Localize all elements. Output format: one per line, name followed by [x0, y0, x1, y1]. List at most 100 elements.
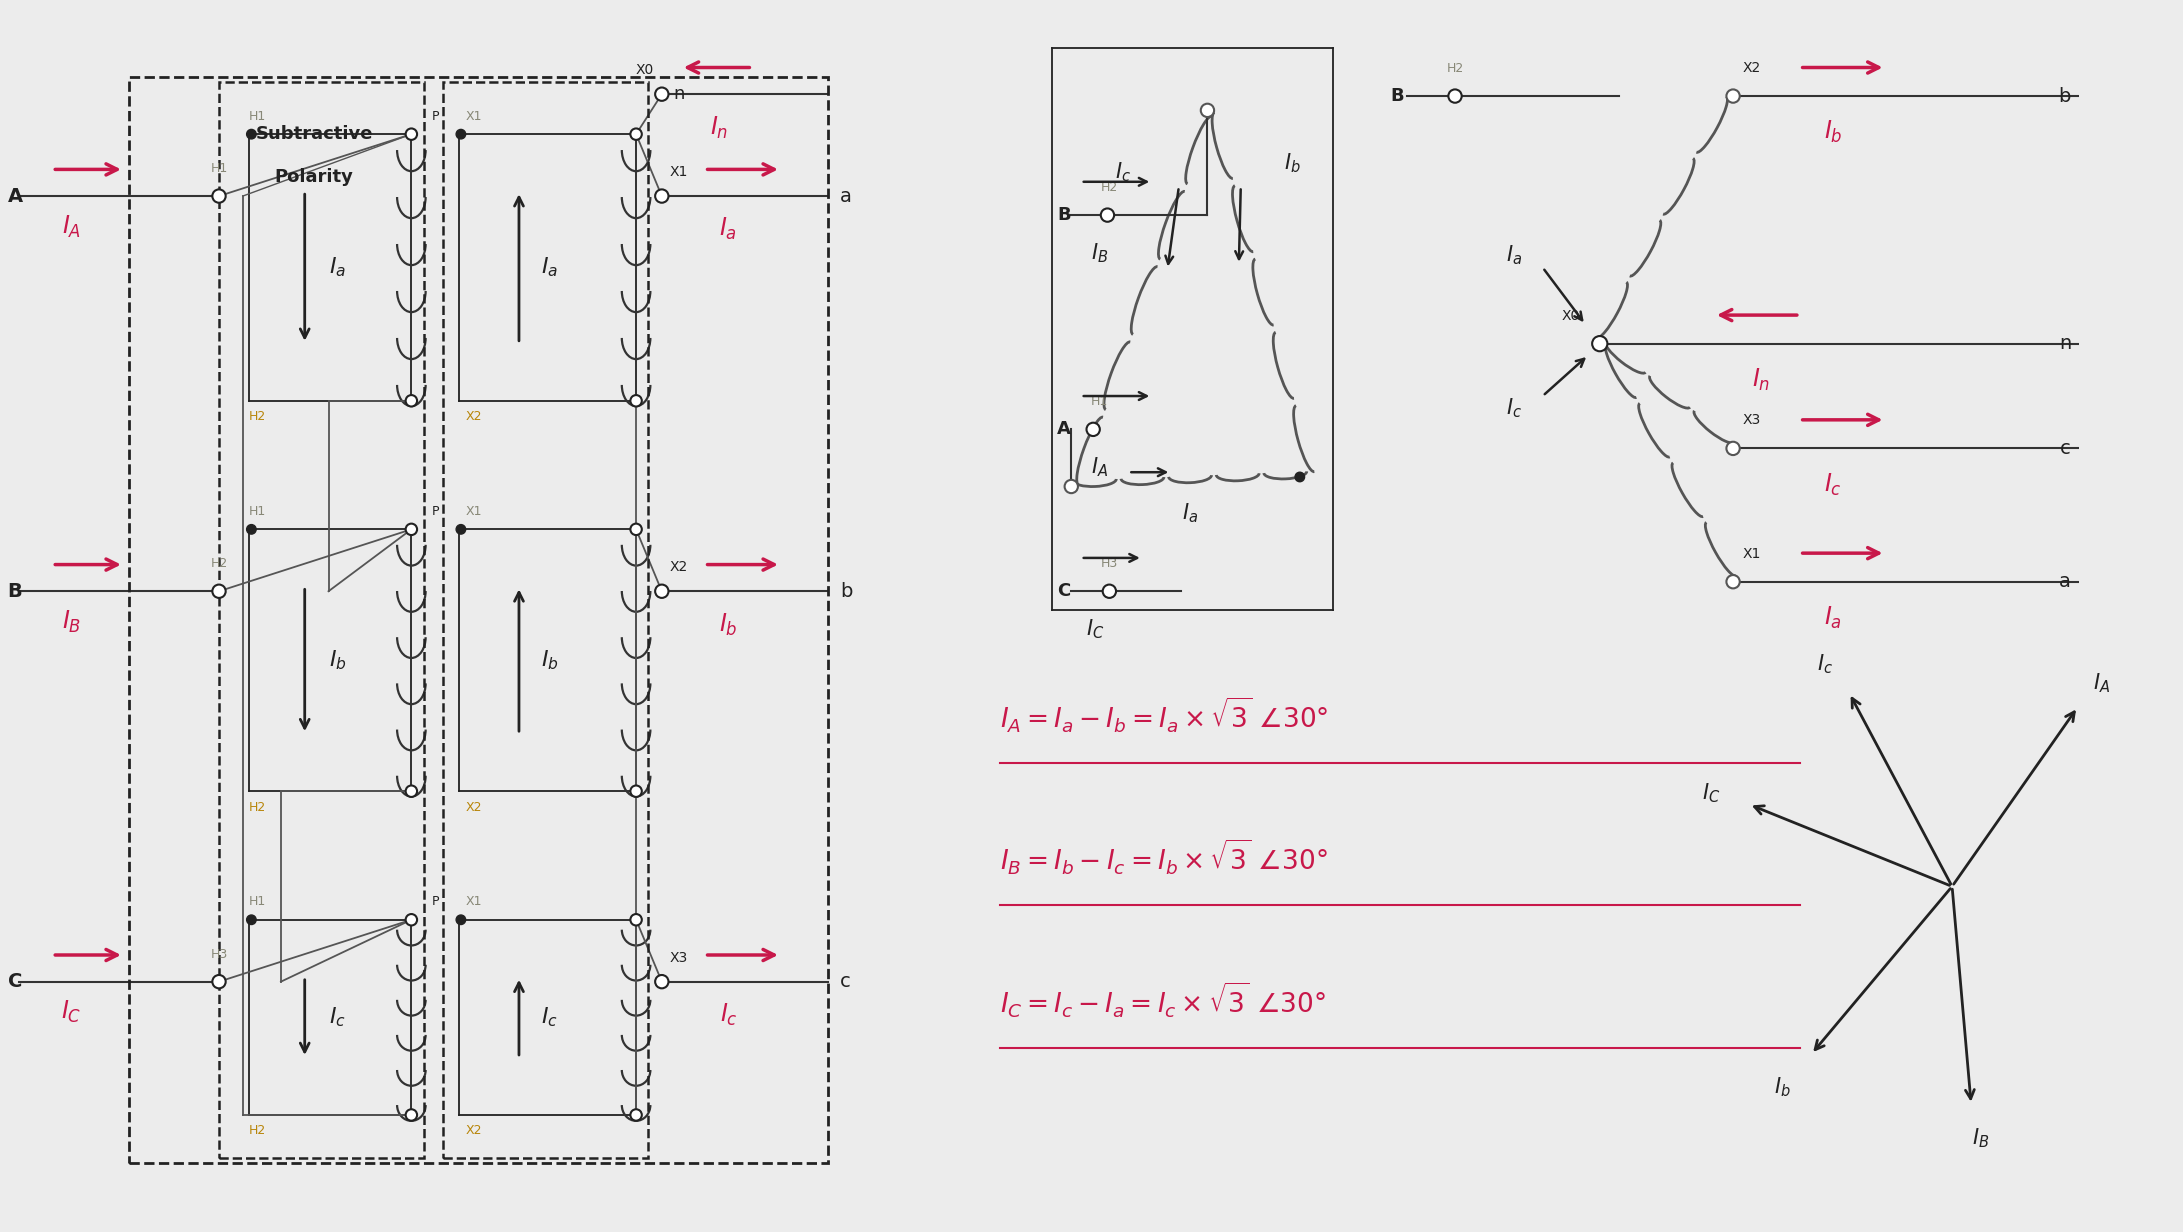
Circle shape: [655, 190, 668, 203]
Text: H1: H1: [249, 505, 266, 517]
Text: $I_{b}$: $I_{b}$: [541, 648, 559, 671]
Text: $I_c$: $I_c$: [1116, 160, 1131, 184]
Text: H1: H1: [249, 110, 266, 123]
Text: A: A: [1057, 420, 1072, 439]
Text: n: n: [672, 85, 685, 103]
Circle shape: [406, 128, 417, 140]
Text: H2: H2: [1447, 62, 1463, 75]
Text: H3: H3: [210, 947, 227, 961]
Circle shape: [1102, 584, 1116, 598]
Text: $I_C$: $I_C$: [1085, 617, 1105, 641]
Text: $I_b$: $I_b$: [1284, 152, 1301, 175]
Text: $I_a$: $I_a$: [1825, 605, 1842, 631]
Text: X3: X3: [1742, 414, 1762, 428]
Text: P: P: [432, 896, 439, 908]
Text: X0: X0: [1563, 309, 1580, 323]
Text: $I_A$: $I_A$: [1092, 456, 1109, 479]
Text: $I_n$: $I_n$: [1753, 367, 1770, 393]
Circle shape: [1201, 103, 1214, 117]
Circle shape: [456, 525, 465, 535]
Circle shape: [631, 395, 642, 407]
Text: $I_a$: $I_a$: [1183, 501, 1198, 525]
Text: $I_n$: $I_n$: [709, 115, 729, 140]
Circle shape: [655, 87, 668, 101]
Text: B: B: [1057, 206, 1070, 224]
Text: $I_{A}$: $I_{A}$: [61, 213, 81, 240]
Text: $I_{c}$: $I_{c}$: [327, 1005, 345, 1029]
Text: P: P: [432, 110, 439, 123]
Text: A: A: [7, 186, 22, 206]
Text: $I_B$: $I_B$: [1971, 1126, 1989, 1149]
Text: X2: X2: [465, 410, 482, 424]
Circle shape: [1591, 336, 1607, 351]
Text: H2: H2: [249, 801, 266, 813]
Text: $I_B = I_b - I_c = I_b \times \sqrt{3}\ \angle 30°$: $I_B = I_b - I_c = I_b \times \sqrt{3}\ …: [1000, 838, 1327, 877]
Text: H1: H1: [249, 896, 266, 908]
Circle shape: [631, 914, 642, 925]
Circle shape: [456, 915, 465, 924]
Text: $I_{a}$: $I_{a}$: [327, 256, 345, 280]
Circle shape: [406, 1109, 417, 1121]
Circle shape: [1295, 472, 1305, 482]
Text: H1: H1: [210, 163, 227, 175]
Circle shape: [655, 975, 668, 988]
Text: X2: X2: [465, 801, 482, 813]
Text: H3: H3: [1100, 557, 1118, 570]
Text: X0: X0: [635, 63, 655, 78]
Text: $I_b$: $I_b$: [1823, 120, 1842, 145]
Text: $I_c$: $I_c$: [1825, 472, 1842, 498]
Text: H2: H2: [249, 1125, 266, 1137]
Text: $I_a$: $I_a$: [1506, 244, 1522, 267]
Circle shape: [1727, 575, 1740, 589]
Text: H2: H2: [1100, 181, 1118, 195]
Text: H1: H1: [1092, 395, 1109, 409]
Text: $I_A$: $I_A$: [2093, 671, 2111, 695]
Circle shape: [631, 128, 642, 140]
Circle shape: [1727, 442, 1740, 455]
Text: X2: X2: [1742, 62, 1762, 75]
Text: C: C: [7, 972, 22, 992]
Text: c: c: [2061, 439, 2072, 458]
Circle shape: [406, 524, 417, 535]
Text: X2: X2: [670, 561, 688, 574]
Text: $I_c$: $I_c$: [1506, 397, 1522, 420]
Text: $I_{a}$: $I_{a}$: [720, 217, 738, 243]
Text: b: b: [840, 582, 851, 601]
Circle shape: [1065, 479, 1078, 493]
Circle shape: [655, 584, 668, 598]
Text: $I_C = I_c - I_a = I_c \times \sqrt{3}\ \angle 30°$: $I_C = I_c - I_a = I_c \times \sqrt{3}\ …: [1000, 981, 1325, 1020]
Text: Polarity: Polarity: [275, 168, 354, 186]
Circle shape: [1100, 208, 1113, 222]
Text: H2: H2: [249, 410, 266, 424]
Text: n: n: [2059, 334, 2072, 354]
Text: $I_{b}$: $I_{b}$: [327, 648, 347, 671]
Text: $I_c$: $I_c$: [1818, 653, 1834, 676]
Text: X1: X1: [670, 165, 688, 179]
Text: H2: H2: [210, 557, 227, 570]
Circle shape: [1087, 423, 1100, 436]
Text: $I_{C}$: $I_{C}$: [61, 999, 81, 1025]
Text: a: a: [840, 186, 851, 206]
Text: X1: X1: [465, 505, 482, 517]
Circle shape: [1727, 90, 1740, 102]
Circle shape: [406, 395, 417, 407]
Circle shape: [631, 524, 642, 535]
Circle shape: [212, 190, 225, 203]
Text: $I_{a}$: $I_{a}$: [541, 256, 559, 280]
Circle shape: [212, 584, 225, 598]
Text: $I_B$: $I_B$: [1092, 241, 1109, 265]
Circle shape: [1447, 90, 1463, 102]
Text: $I_A = I_a - I_b = I_a \times \sqrt{3}\ \angle 30°$: $I_A = I_a - I_b = I_a \times \sqrt{3}\ …: [1000, 696, 1327, 734]
Circle shape: [456, 129, 465, 139]
Circle shape: [212, 975, 225, 988]
Text: $I_{c}$: $I_{c}$: [720, 1002, 738, 1027]
Circle shape: [247, 129, 255, 139]
Text: B: B: [7, 582, 22, 601]
Text: X3: X3: [670, 951, 688, 965]
Text: c: c: [840, 972, 851, 992]
Text: Subtractive: Subtractive: [255, 126, 373, 143]
Text: X2: X2: [465, 1125, 482, 1137]
Circle shape: [247, 525, 255, 535]
Text: $I_{B}$: $I_{B}$: [61, 609, 81, 634]
Text: B: B: [1391, 87, 1404, 105]
